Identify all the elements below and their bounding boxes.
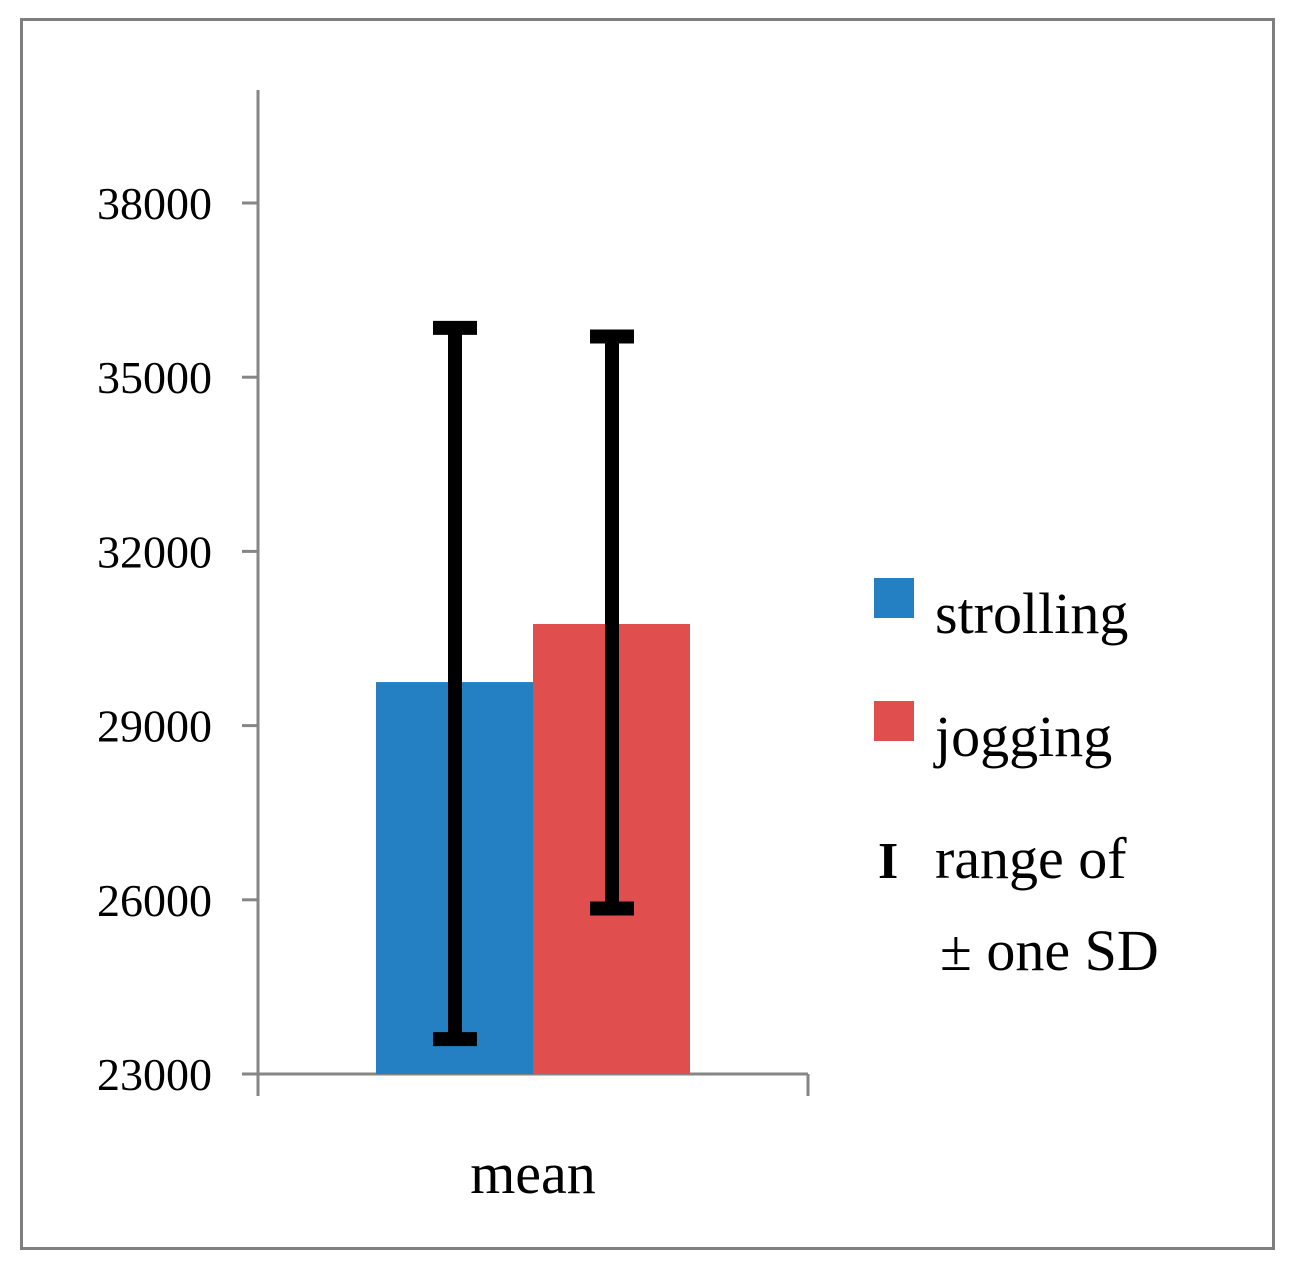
y-tick-label: 26000 [97,875,212,926]
y-tick-label: 35000 [97,352,212,403]
error-bars [433,320,634,1047]
error-bar-strolling [433,320,477,1047]
legend-swatch-strolling [874,578,914,618]
legend: strolling jogging I range of ± one SD [874,578,1159,983]
y-tick-label: 38000 [97,178,212,229]
legend-swatch-jogging [874,701,914,741]
legend-error-bar-icon: I [878,833,898,890]
x-category-label: mean [470,1141,596,1206]
legend-label-error-range: range of [935,826,1127,891]
y-tick-label: 32000 [97,526,212,577]
y-tick-label: 23000 [97,1049,212,1100]
legend-label-error-sd: ± one SD [940,918,1159,983]
bars [376,623,690,1074]
legend-label-strolling: strolling [935,581,1128,646]
y-tick-label: 29000 [97,701,212,752]
axes: 23000 26000 29000 32000 35000 38000 mean [97,90,810,1206]
error-bar-jogging [590,329,634,916]
legend-label-jogging: jogging [933,704,1112,769]
